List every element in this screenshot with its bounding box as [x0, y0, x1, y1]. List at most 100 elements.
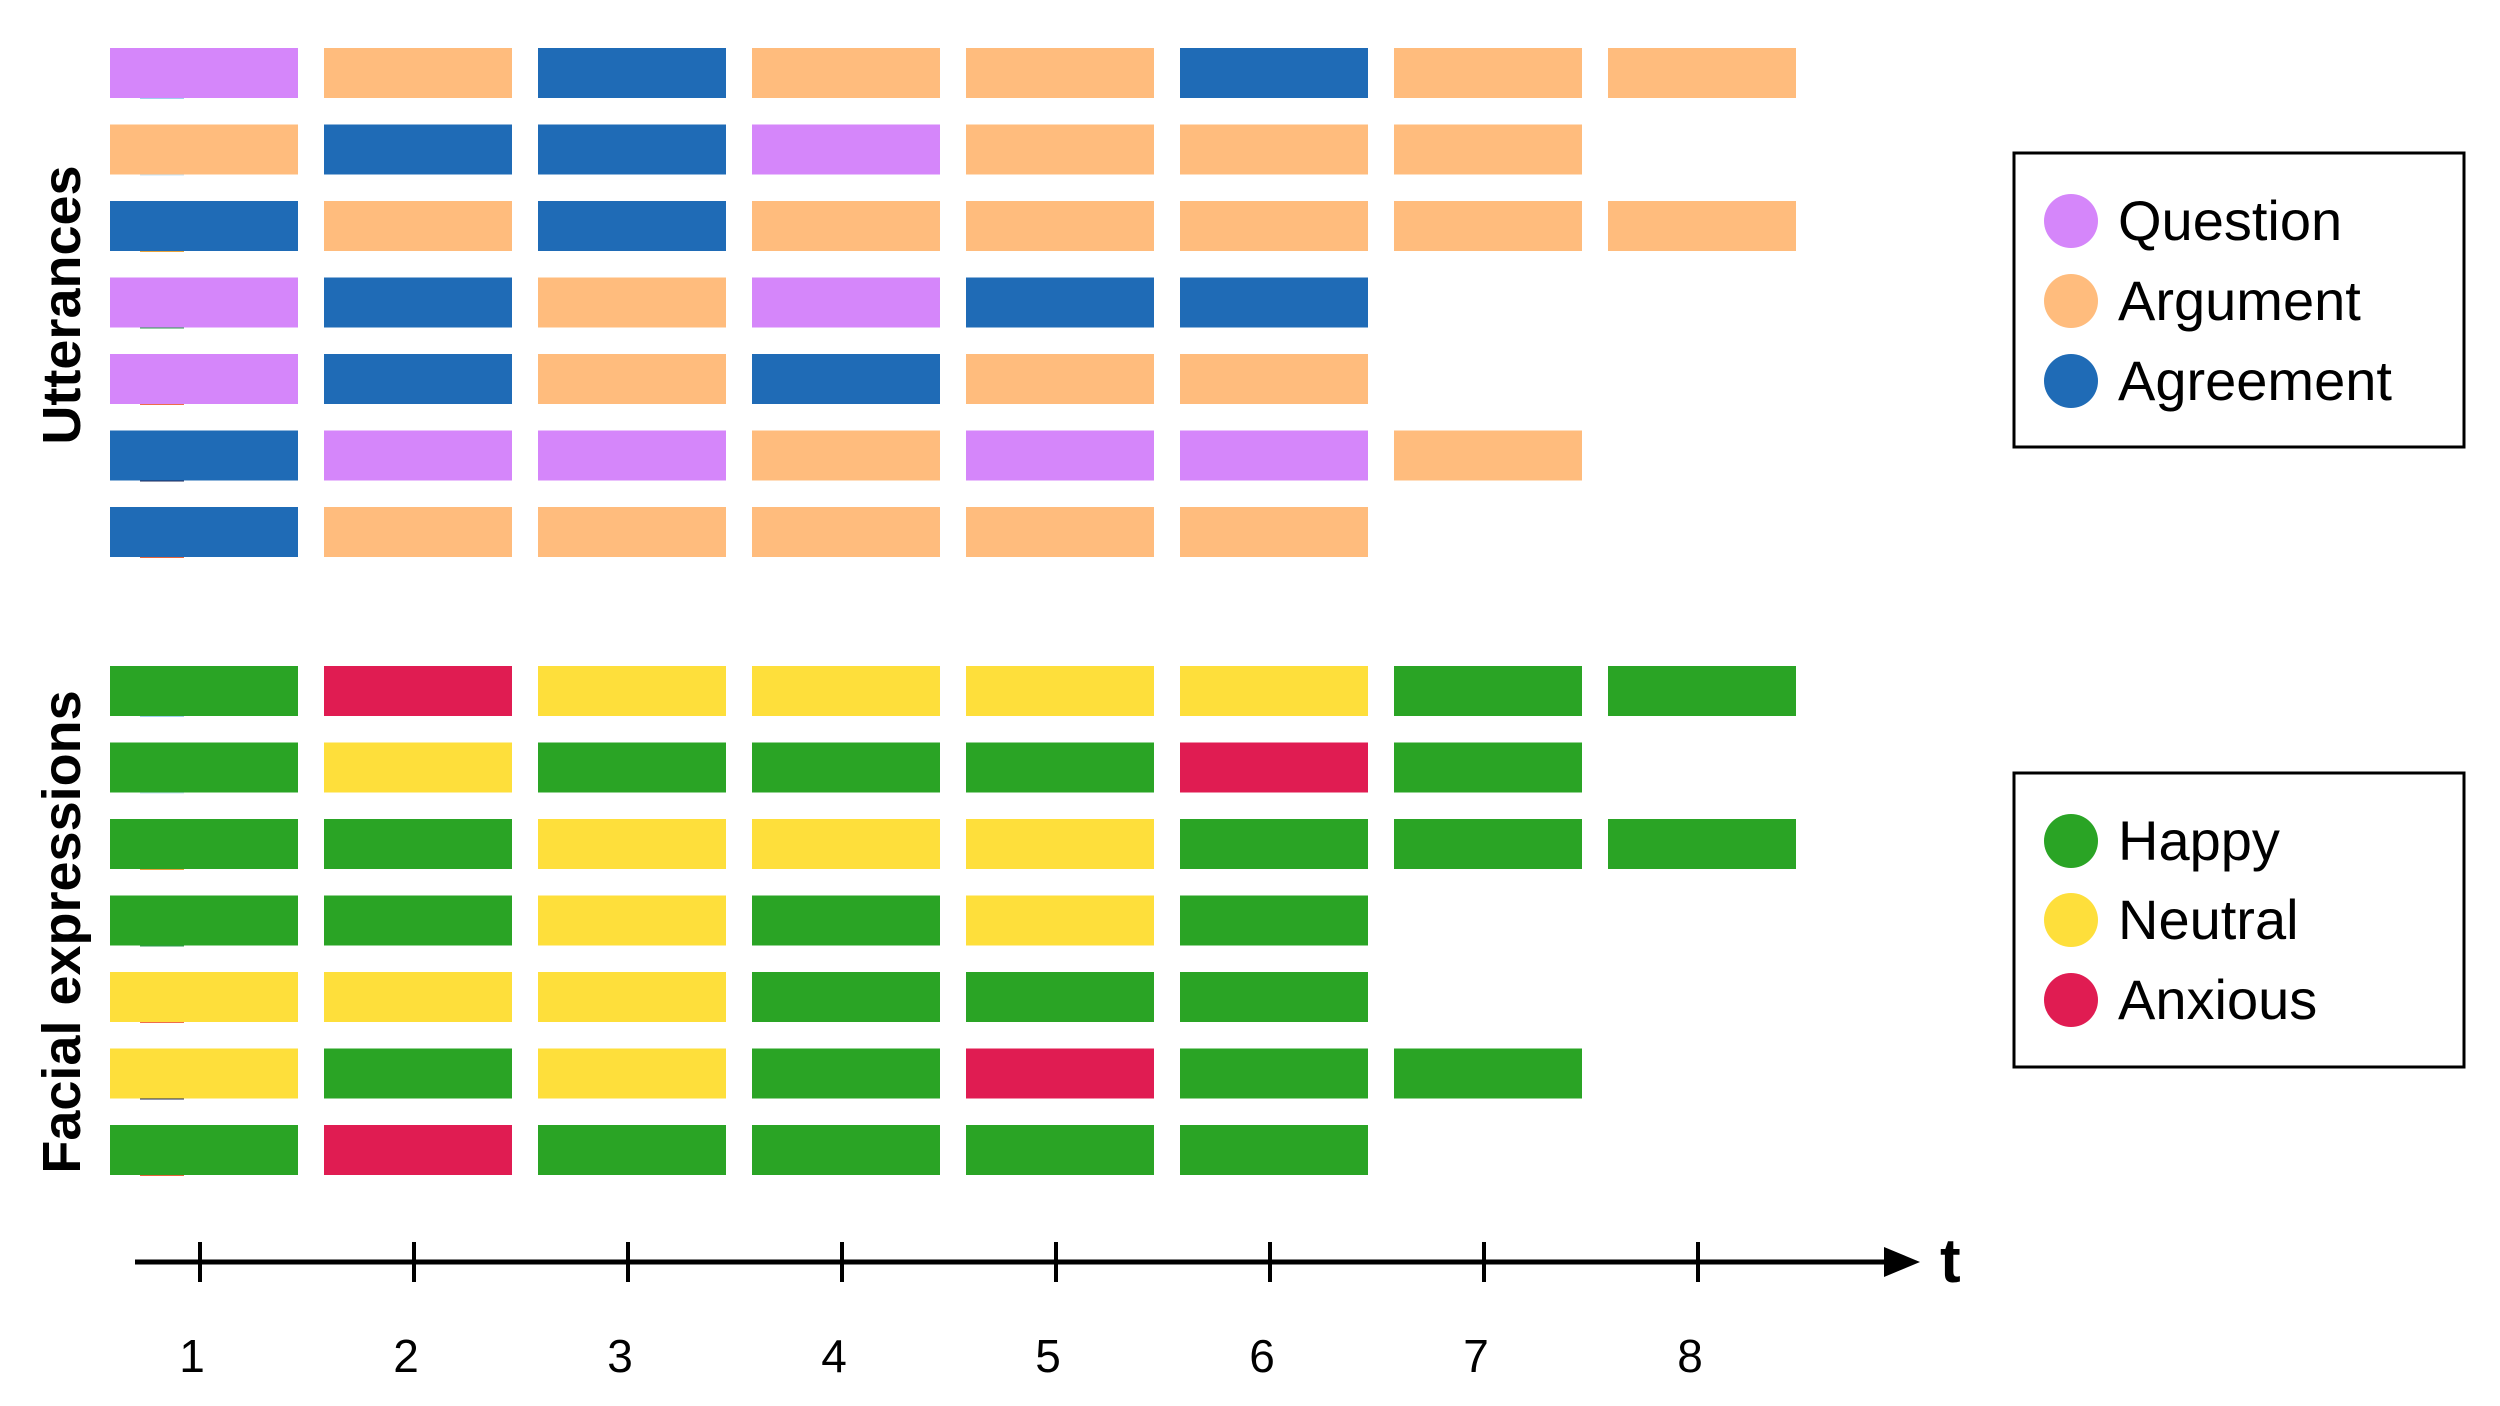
utterances-cell-p2-t7-argument [1394, 124, 1582, 175]
facial-expressions-cell-p7-t3-happy [538, 1125, 726, 1175]
utterances-cell-p2-t5-argument [966, 124, 1154, 175]
facial-expressions-cell-p2-t4-happy [752, 742, 940, 793]
facial-expressions-cell-p4-t5-neutral [966, 895, 1154, 946]
facial-expressions-cell-p6-t3-neutral [538, 1048, 726, 1099]
facial-expressions-cell-p3-t4-neutral [752, 819, 940, 869]
utterances-cell-p3-t7-argument [1394, 201, 1582, 251]
utterances-cell-p2-t2-agreement [324, 124, 512, 175]
utterances-cell-p7-t1-agreement [110, 507, 298, 557]
time-axis-tick-label-5: 5 [1035, 1330, 1061, 1382]
facial-expressions-cell-p2-t2-neutral [324, 742, 512, 793]
utterances-cell-p7-t5-argument [966, 507, 1154, 557]
facial-expressions-cell-p7-t2-anxious [324, 1125, 512, 1175]
legend-anxious-swatch [2044, 973, 2098, 1027]
facial-expressions-cell-p3-t6-happy [1180, 819, 1368, 869]
legend-neutral-label: Neutral [2118, 888, 2299, 951]
facial-expressions-cell-p5-t1-neutral [110, 972, 298, 1022]
facial-expressions-cell-p5-t6-happy [1180, 972, 1368, 1022]
facial-expressions-cell-p1-t3-neutral [538, 666, 726, 716]
utterances-cell-p5-t4-agreement [752, 354, 940, 404]
utterances-cell-p7-t2-argument [324, 507, 512, 557]
utterances-cell-p5-t6-argument [1180, 354, 1368, 404]
utterances-cell-p6-t4-argument [752, 430, 940, 481]
legend-happy-label: Happy [2118, 809, 2280, 872]
facial-expressions-cell-p6-t2-happy [324, 1048, 512, 1099]
facial-expressions-cell-p6-t7-happy [1394, 1048, 1582, 1099]
utterances-cell-p3-t1-agreement [110, 201, 298, 251]
time-axis-tick-label-4: 4 [821, 1330, 847, 1382]
facial-expressions-cell-p3-t7-happy [1394, 819, 1582, 869]
facial-expressions-cell-p5-t3-neutral [538, 972, 726, 1022]
utterances-cell-p1-t3-agreement [538, 48, 726, 98]
facial-expressions-cell-p6-t4-happy [752, 1048, 940, 1099]
utterances-cell-p4-t1-question [110, 277, 298, 328]
utterances-cell-p4-t4-question [752, 277, 940, 328]
facial-expressions-cell-p1-t4-neutral [752, 666, 940, 716]
time-axis: t 1 2 3 4 5 6 7 8 [135, 1227, 1961, 1382]
facial-expressions-cell-p2-t5-happy [966, 742, 1154, 793]
utterances-cell-p2-t6-argument [1180, 124, 1368, 175]
facial-expressions-cell-p5-t5-happy [966, 972, 1154, 1022]
utterances-cell-p1-t6-agreement [1180, 48, 1368, 98]
legend-agreement-label: Agreement [2118, 349, 2392, 412]
legend-question-label: Question [2118, 189, 2342, 252]
utterances-cell-p2-t1-argument [110, 124, 298, 175]
utterances-cell-p6-t3-question [538, 430, 726, 481]
utterances-cell-p5-t1-question [110, 354, 298, 404]
time-axis-tick-label-8: 8 [1677, 1330, 1703, 1382]
utterances-cell-p3-t8-argument [1608, 201, 1796, 251]
legend-happy-swatch [2044, 814, 2098, 868]
utterances-section-label: Utterances [32, 165, 92, 444]
utterances-cell-p1-t7-argument [1394, 48, 1582, 98]
utterances-cell-p4-t3-argument [538, 277, 726, 328]
utterances-cell-p1-t5-argument [966, 48, 1154, 98]
facial-expressions-cell-p7-t5-happy [966, 1125, 1154, 1175]
facial-expressions-cell-p7-t4-happy [752, 1125, 940, 1175]
utterances-cell-p5-t3-argument [538, 354, 726, 404]
facial-expressions-cell-p5-t2-neutral [324, 972, 512, 1022]
time-axis-label: t [1940, 1227, 1961, 1296]
facial-expressions-cell-p3-t8-happy [1608, 819, 1796, 869]
utterances-cell-p7-t4-argument [752, 507, 940, 557]
facial-expressions-cell-p6-t1-neutral [110, 1048, 298, 1099]
utterances-cell-p7-t6-argument [1180, 507, 1368, 557]
facial-expressions-cell-p6-t5-anxious [966, 1048, 1154, 1099]
utterances-cell-p4-t5-agreement [966, 277, 1154, 328]
cells-layer [110, 48, 1796, 1175]
utterances-legend: Question Argument Agreement [2012, 151, 2466, 449]
time-axis-tick-label-3: 3 [607, 1330, 633, 1382]
time-axis-arrowhead [1884, 1247, 1920, 1277]
utterances-cell-p2-t3-agreement [538, 124, 726, 175]
facial-expressions-cell-p6-t6-happy [1180, 1048, 1368, 1099]
facial-expressions-cell-p1-t5-neutral [966, 666, 1154, 716]
facial-expressions-cell-p3-t2-happy [324, 819, 512, 869]
facial-expressions-section-label: Facial expressions [32, 690, 92, 1173]
utterances-cell-p2-t4-question [752, 124, 940, 175]
utterances-cell-p3-t3-agreement [538, 201, 726, 251]
legend-argument-swatch [2044, 274, 2098, 328]
utterances-cell-p6-t2-question [324, 430, 512, 481]
time-axis-ticks: 1 2 3 4 5 6 7 8 [179, 1242, 1703, 1382]
utterances-cell-p3-t6-argument [1180, 201, 1368, 251]
facial-expressions-cell-p1-t2-anxious [324, 666, 512, 716]
facial-expressions-cell-p2-t7-happy [1394, 742, 1582, 793]
facial-expressions-cell-p3-t5-neutral [966, 819, 1154, 869]
facial-expressions-cell-p3-t1-happy [110, 819, 298, 869]
facial-expressions-cell-p2-t6-anxious [1180, 742, 1368, 793]
facial-expressions-cell-p4-t3-neutral [538, 895, 726, 946]
facial-expressions-cell-p1-t1-happy [110, 666, 298, 716]
utterances-cell-p4-t2-agreement [324, 277, 512, 328]
legend-question-swatch [2044, 194, 2098, 248]
legend-anxious-label: Anxious [2118, 968, 2317, 1031]
facial-expressions-cell-p7-t6-happy [1180, 1125, 1368, 1175]
utterances-cell-p6-t7-argument [1394, 430, 1582, 481]
facial-expressions-cell-p1-t7-happy [1394, 666, 1582, 716]
utterances-cell-p5-t5-argument [966, 354, 1154, 404]
utterances-cell-p1-t2-argument [324, 48, 512, 98]
utterances-cell-p3-t5-argument [966, 201, 1154, 251]
facial-expressions-cell-p4-t1-happy [110, 895, 298, 946]
utterances-cell-p6-t6-question [1180, 430, 1368, 481]
facial-expressions-cell-p4-t6-happy [1180, 895, 1368, 946]
utterances-cell-p3-t4-argument [752, 201, 940, 251]
